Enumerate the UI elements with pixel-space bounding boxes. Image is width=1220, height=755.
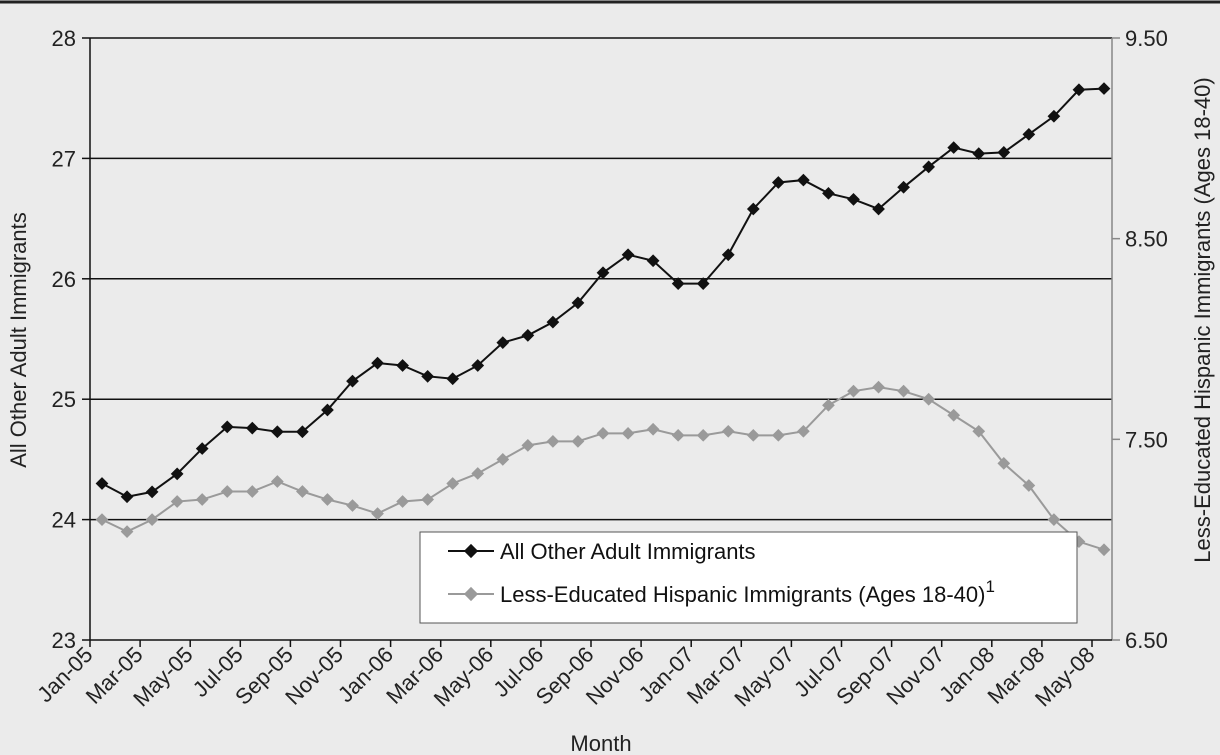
series-marker [145, 513, 159, 526]
series-marker [696, 428, 710, 442]
legend-swatch-marker-2 [463, 586, 479, 602]
series-1 [95, 82, 1111, 504]
left-tick-label: 25 [52, 387, 76, 412]
series-marker [321, 493, 334, 506]
right-tick-label: 7.50 [1125, 427, 1168, 452]
series-marker [95, 477, 109, 490]
series-marker [446, 477, 460, 490]
series-marker [471, 467, 485, 480]
gridlines [90, 37, 1112, 521]
left-tick-label: 24 [52, 508, 76, 533]
left-axis-title: All Other Adult Immigrants [6, 212, 31, 468]
series-marker [897, 384, 910, 398]
right-tick-label: 6.50 [1125, 628, 1168, 653]
series-marker [170, 467, 184, 481]
series-marker [245, 485, 259, 498]
series-marker [596, 426, 610, 440]
series-marker [797, 173, 810, 187]
series-marker [721, 424, 735, 438]
legend-footnote-marker: 1 [985, 577, 994, 596]
x-axis-ticks: Jan-05Mar-05May-05Jul-05Sep-05Nov-05Jan-… [32, 640, 1100, 711]
series-marker [371, 356, 384, 370]
series-marker [346, 374, 359, 388]
series-marker [120, 525, 134, 539]
left-tick-label: 28 [52, 26, 76, 51]
series-marker [220, 485, 234, 498]
series-marker [746, 428, 760, 442]
legend: All Other Adult Immigrants Less-Educated… [419, 531, 1078, 624]
series-marker [421, 369, 435, 383]
left-tick-label: 26 [52, 267, 76, 292]
series-marker [546, 434, 560, 448]
right-tick-label: 8.50 [1125, 227, 1168, 252]
series-marker [872, 380, 885, 394]
series-marker [145, 485, 159, 499]
left-tick-label: 27 [52, 146, 76, 171]
series-marker [346, 499, 359, 512]
series-marker [421, 493, 435, 506]
series-marker [396, 495, 409, 508]
legend-box [419, 531, 1078, 624]
legend-label-1: All Other Adult Immigrants [500, 539, 756, 564]
series-marker [371, 507, 384, 520]
series-marker [296, 425, 309, 439]
series-marker [521, 438, 535, 452]
series-marker [321, 403, 334, 417]
series-marker [847, 192, 860, 206]
right-axis-title: Less-Educated Hispanic Immigrants (Ages … [1190, 77, 1215, 562]
legend-label-2-text: Less-Educated Hispanic Immigrants (Ages … [500, 582, 985, 607]
series-marker [296, 485, 309, 498]
series-2 [95, 380, 1111, 557]
series-marker [621, 426, 635, 440]
series-marker [847, 384, 860, 398]
series-marker [270, 425, 284, 439]
series-marker [496, 336, 510, 349]
right-tick-label: 9.50 [1125, 26, 1168, 51]
x-axis-title: Month [570, 731, 631, 755]
series-marker [671, 428, 685, 442]
series-marker [771, 428, 785, 442]
left-axis-ticks: 23 24 25 26 27 28 [52, 26, 90, 653]
series-marker [496, 453, 510, 466]
series-marker [922, 392, 936, 406]
series-marker [245, 421, 259, 435]
series-marker [997, 146, 1011, 159]
series-marker [822, 186, 835, 200]
series-marker [195, 493, 209, 506]
series-marker [396, 359, 409, 372]
legend-label-2: Less-Educated Hispanic Immigrants (Ages … [500, 577, 995, 607]
series-marker [270, 475, 284, 488]
series-marker [446, 372, 460, 386]
series-marker [471, 359, 485, 372]
series-marker [621, 248, 635, 262]
series-marker [1097, 82, 1111, 95]
series-marker [1022, 127, 1036, 141]
series-marker [1097, 543, 1111, 557]
left-tick-label: 23 [52, 628, 76, 653]
series-marker [521, 329, 535, 342]
series-marker [95, 513, 109, 526]
series-marker [571, 434, 585, 448]
series-marker [170, 495, 184, 508]
series-marker [220, 420, 234, 434]
series-marker [120, 490, 134, 504]
legend-swatch-marker-1 [463, 543, 479, 559]
series-marker [195, 442, 209, 455]
series-marker [947, 408, 961, 422]
series-marker [646, 422, 660, 436]
right-axis-ticks: 6.50 7.50 8.50 9.50 [1112, 26, 1168, 653]
series-layer [95, 82, 1111, 557]
